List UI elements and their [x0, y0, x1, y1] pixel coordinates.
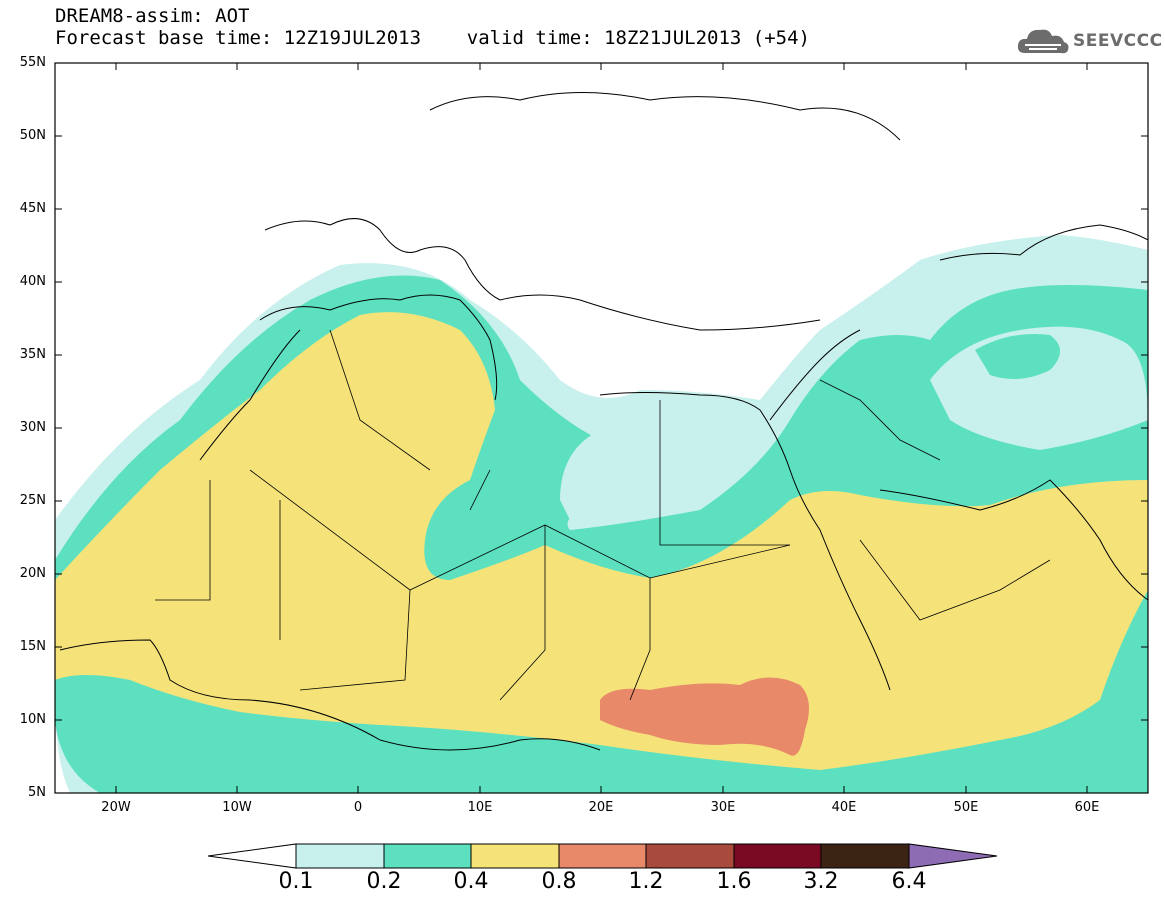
logo-text: SEEVCCC	[1073, 31, 1163, 51]
lon-label-40e: 40E	[831, 800, 857, 815]
colorbar-label-1-2: 1.2	[628, 869, 664, 894]
aot-contour-0-2-caspian	[975, 334, 1060, 379]
cloud-logo-icon	[1017, 29, 1069, 54]
lat-label-50n: 50N	[19, 128, 46, 143]
colorbar-label-6-4: 6.4	[891, 869, 927, 894]
lat-label-15n: 15N	[19, 639, 46, 654]
lat-label-45n: 45N	[19, 201, 46, 216]
lon-label-0: 0	[353, 800, 363, 815]
lat-label-35n: 35N	[19, 347, 46, 362]
lat-label-10n: 10N	[19, 712, 46, 727]
lat-label-5n: 5N	[28, 785, 46, 800]
colorbar-label-0-4: 0.4	[453, 869, 489, 894]
lon-label-20w: 20W	[101, 800, 131, 815]
lat-label-40n: 40N	[19, 274, 46, 289]
lon-label-30e: 30E	[710, 800, 736, 815]
aot-contour-0-1-egypt	[560, 407, 752, 521]
lon-label-60e: 60E	[1074, 800, 1100, 815]
lat-label-30n: 30N	[19, 420, 46, 435]
lat-label-55n: 55N	[19, 55, 46, 70]
colorbar-label-1-6: 1.6	[716, 869, 752, 894]
colorbar-label-3-2: 3.2	[803, 869, 839, 894]
colorbar-label-0-2: 0.2	[366, 869, 402, 894]
lat-label-25n: 25N	[19, 493, 46, 508]
colorbar-label-0-8: 0.8	[541, 869, 577, 894]
forecast-time-line: Forecast base time: 12Z19JUL2013 valid t…	[55, 27, 810, 49]
lon-label-50e: 50E	[953, 800, 979, 815]
aot-contour-0-8	[600, 677, 809, 756]
lon-label-20e: 20E	[588, 800, 614, 815]
map-title: DREAM8-assim: AOT	[55, 5, 250, 27]
lat-label-20n: 20N	[19, 566, 46, 581]
lon-ticks	[115, 63, 1088, 793]
seevccc-logo: SEEVCCC	[1015, 23, 1162, 59]
lat-ticks	[55, 62, 1148, 721]
colorbar-label-0-1: 0.1	[278, 869, 314, 894]
lon-label-10w: 10W	[222, 800, 252, 815]
aot-contour-0-4	[55, 312, 1148, 770]
country-borders	[155, 329, 1051, 701]
coastlines	[59, 92, 1148, 751]
lon-label-10e: 10E	[467, 800, 493, 815]
